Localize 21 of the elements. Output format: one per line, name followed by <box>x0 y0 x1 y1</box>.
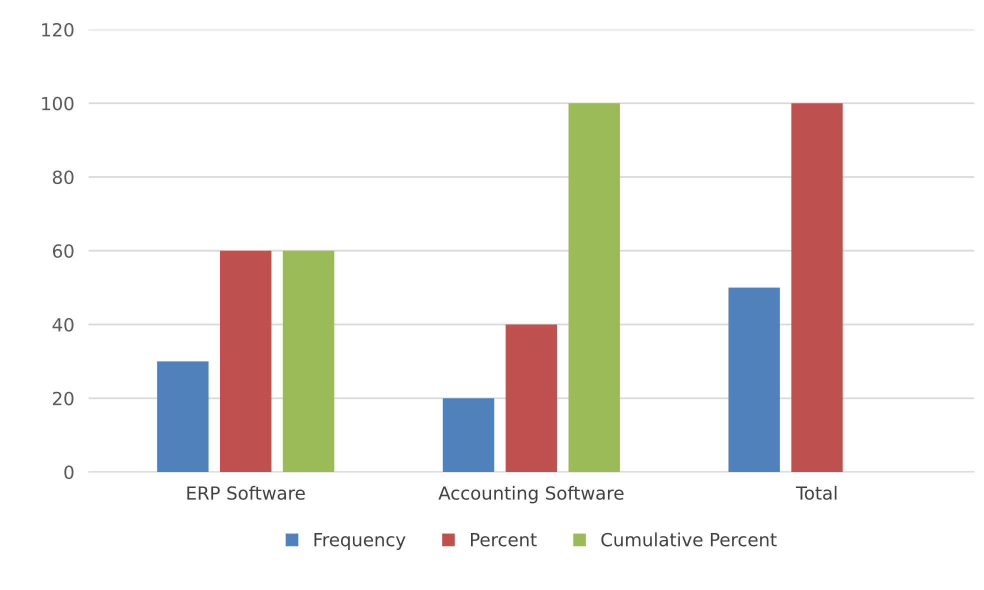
y-tick-label: 0 <box>64 465 74 480</box>
y-tick-label: 40 <box>52 318 74 332</box>
x-tick-label: ERP Software <box>187 486 305 500</box>
bar <box>282 250 334 472</box>
bar <box>791 103 843 472</box>
x-tick-label: Total <box>796 486 836 500</box>
bar <box>506 324 558 472</box>
y-tick-label: 120 <box>42 22 74 37</box>
legend-label: Cumulative Percent <box>601 532 777 546</box>
y-tick-label: 20 <box>53 392 74 406</box>
legend-label: Frequency <box>314 533 406 550</box>
bar <box>728 288 780 472</box>
y-tick-label: 60 <box>52 244 74 258</box>
bar <box>157 361 209 472</box>
y-tick-label: 80 <box>52 170 74 184</box>
legend-label: Percent <box>471 533 537 546</box>
bar <box>220 250 272 472</box>
x-tick-label: Accounting Software <box>438 486 624 504</box>
y-tick-label: 100 <box>42 96 74 110</box>
bar <box>442 398 494 472</box>
bar <box>568 103 620 472</box>
